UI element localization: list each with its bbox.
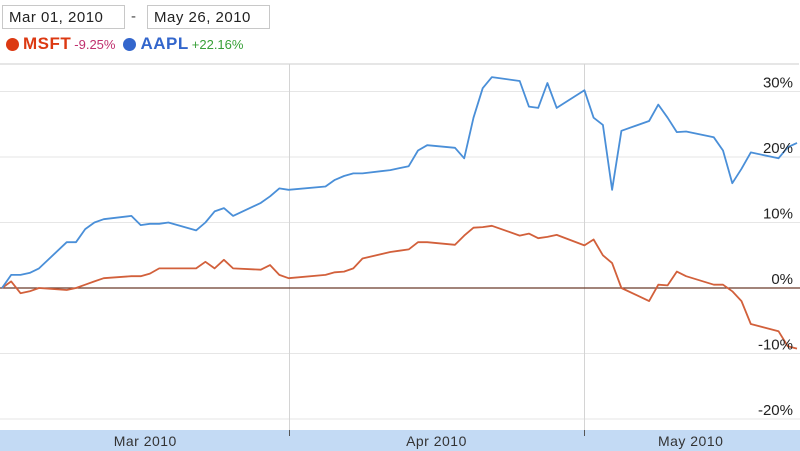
date-range-separator: -	[131, 8, 136, 25]
x-axis[interactable]: Mar 2010 Apr 2010 May 2010	[0, 430, 800, 451]
start-date-input[interactable]: Mar 01, 2010	[2, 5, 125, 29]
msft-dot-icon	[6, 37, 19, 51]
y-tick-label: -10%	[758, 337, 793, 354]
x-month-label: May 2010	[658, 433, 723, 449]
y-tick-label: 20%	[763, 140, 793, 157]
series-line-aapl	[1, 76, 798, 289]
legend: MSFT -9.25% AAPL +22.16%	[6, 33, 251, 55]
legend-item-aapl[interactable]: AAPL +22.16%	[123, 34, 243, 54]
msft-change: -9.25%	[74, 36, 116, 52]
y-tick-label: 10%	[763, 206, 793, 223]
end-date-input[interactable]: May 26, 2010	[147, 5, 270, 29]
x-month-label: Apr 2010	[406, 433, 467, 449]
aapl-change: +22.16%	[191, 36, 244, 52]
msft-ticker[interactable]: MSFT	[23, 34, 72, 53]
y-tick-label: -20%	[758, 402, 793, 419]
y-tick-label: 0%	[771, 271, 793, 288]
series-lines	[1, 76, 798, 350]
time-axis-bar	[0, 430, 800, 451]
legend-item-msft[interactable]: MSFT -9.25%	[6, 34, 115, 54]
aapl-dot-icon	[123, 37, 137, 51]
y-axis-labels: 30% 20% 10% 0% -10% -20%	[758, 75, 793, 420]
aapl-ticker[interactable]: AAPL	[140, 34, 189, 53]
x-month-label: Mar 2010	[114, 433, 177, 449]
y-tick-label: 30%	[763, 75, 793, 92]
series-line-msft	[1, 224, 798, 350]
grid	[0, 63, 800, 430]
